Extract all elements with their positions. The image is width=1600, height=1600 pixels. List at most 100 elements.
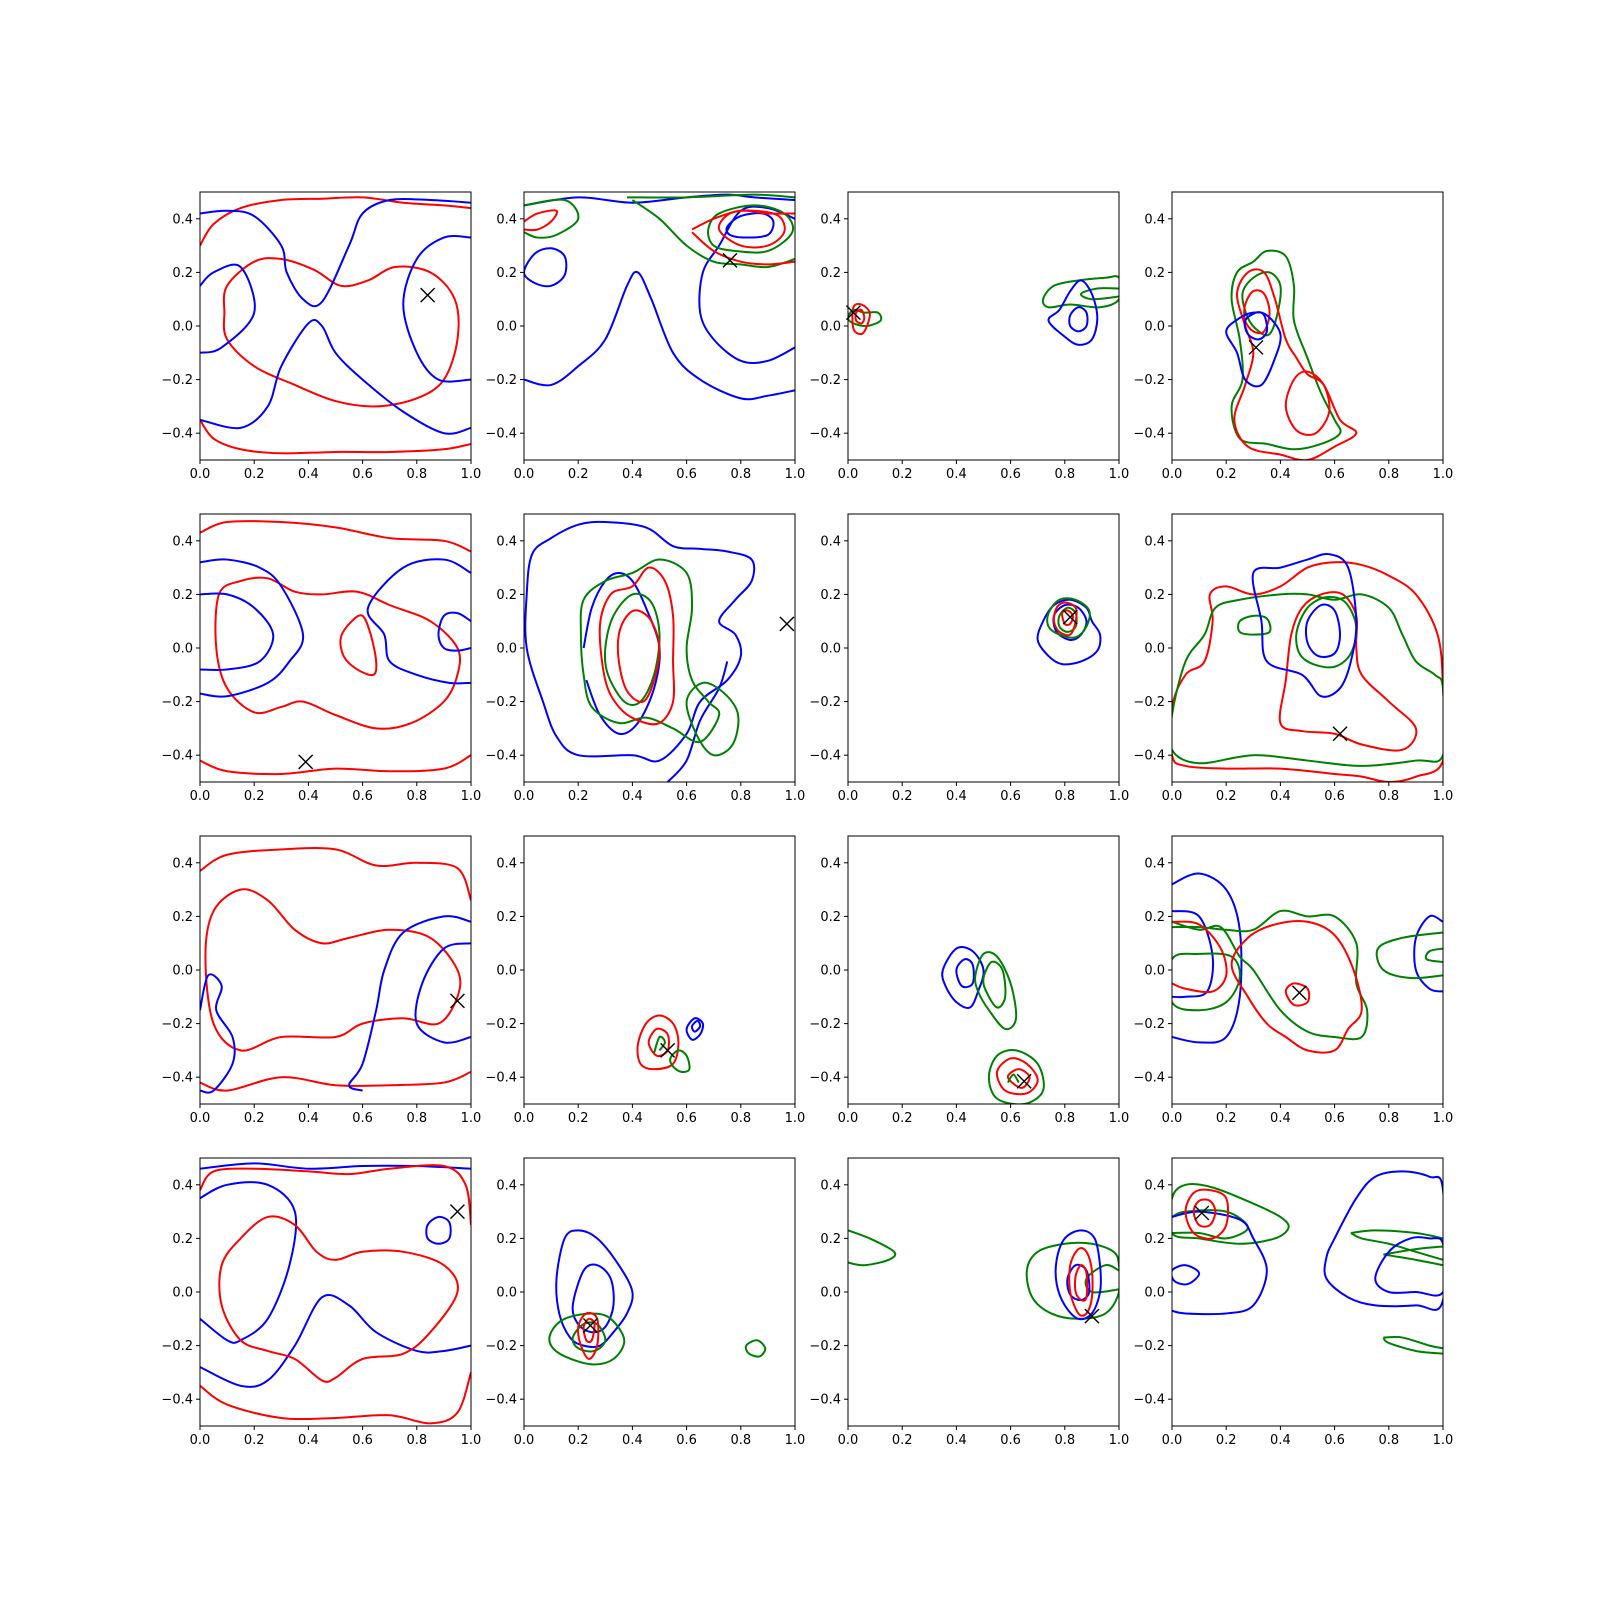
x-marker xyxy=(779,616,795,632)
green-contour-line xyxy=(1007,1073,1020,1084)
blue-contour-line xyxy=(555,1229,634,1348)
contour-group xyxy=(1036,597,1102,666)
x-tick-label: 0.2 xyxy=(568,1111,589,1126)
green-contour-line xyxy=(974,951,1018,1031)
blue-contour-line xyxy=(1047,279,1099,346)
x-tick-label: 0.0 xyxy=(190,789,211,804)
y-tick-label: 0.0 xyxy=(496,642,517,657)
blue-contour-line xyxy=(425,1215,452,1245)
x-tick-label: 0.8 xyxy=(1378,1111,1399,1126)
green-contour-line xyxy=(1350,1232,1443,1261)
y-tick-label: 0.2 xyxy=(172,588,193,603)
blue-contour-line xyxy=(524,520,756,763)
green-contour-line xyxy=(707,204,795,254)
x-tick-label: 1.0 xyxy=(1433,1433,1454,1448)
green-contour-line xyxy=(626,193,795,199)
contour-group xyxy=(200,846,471,1094)
red-contour-line xyxy=(1172,920,1228,994)
y-tick-label: −0.4 xyxy=(161,427,193,442)
subplot-12: 0.0 0.2 0.4 0.6 0.8 1.0 −0.4 −0.2 0.0 0.2 0.4 xyxy=(1133,835,1454,1126)
blue-contour-line xyxy=(666,661,729,782)
green-contour-line xyxy=(1041,275,1119,309)
y-tick-label: −0.4 xyxy=(809,1393,841,1408)
green-contour-line xyxy=(1172,1183,1290,1245)
x-tick-label: 0.0 xyxy=(190,1433,211,1448)
blue-contour-line xyxy=(200,263,256,354)
x-tick-label: 1.0 xyxy=(785,467,806,482)
red-contour-line xyxy=(1073,1264,1089,1302)
contour-group xyxy=(848,275,1119,346)
x-tick-label: 0.4 xyxy=(1270,1111,1291,1126)
y-tick-label: 0.2 xyxy=(496,910,517,925)
y-tick-label: 0.2 xyxy=(496,1232,517,1247)
y-tick-label: 0.4 xyxy=(172,534,193,549)
y-tick-label: −0.4 xyxy=(1133,427,1165,442)
y-tick-label: 0.2 xyxy=(820,1232,841,1247)
x-tick-label: 0.0 xyxy=(514,789,535,804)
y-tick-label: −0.2 xyxy=(1133,1017,1165,1032)
y-tick-label: 0.4 xyxy=(496,1178,517,1193)
axes-frame xyxy=(523,191,796,461)
x-tick-label: 0.2 xyxy=(892,467,913,482)
red-contour-line xyxy=(995,1057,1039,1096)
x-tick-label: 0.0 xyxy=(1162,789,1183,804)
green-contour-line xyxy=(1424,947,1443,963)
contour-group xyxy=(1172,552,1443,782)
red-contour-line xyxy=(576,1311,600,1360)
blue-contour-line xyxy=(200,558,305,698)
blue-contour-line xyxy=(1251,552,1358,698)
contour-group xyxy=(941,946,1045,1104)
x-tick-label: 1.0 xyxy=(461,1111,482,1126)
x-tick-label: 0.2 xyxy=(244,1433,265,1448)
y-tick-label: −0.4 xyxy=(485,1393,517,1408)
y-tick-label: −0.2 xyxy=(485,1339,517,1354)
x-tick-label: 1.0 xyxy=(1109,467,1130,482)
subplot-2: 0.0 0.2 0.4 0.6 0.8 1.0 −0.4 −0.2 0.0 0.2 0.4 xyxy=(485,191,806,482)
y-tick-label: −0.4 xyxy=(485,1071,517,1086)
y-tick-label: −0.2 xyxy=(809,1339,841,1354)
green-contour-line xyxy=(1237,614,1272,636)
red-contour-line xyxy=(1284,370,1331,436)
green-contour-line xyxy=(1046,597,1091,639)
y-tick-label: 0.0 xyxy=(1144,642,1165,657)
blue-contour-line xyxy=(200,318,471,435)
blue-contour-line xyxy=(1374,1236,1443,1297)
contour-group xyxy=(636,1014,705,1073)
y-tick-label: −0.4 xyxy=(809,1071,841,1086)
red-contour-line xyxy=(598,566,676,726)
x-tick-label: 0.8 xyxy=(1054,467,1075,482)
x-tick-label: 1.0 xyxy=(1433,1111,1454,1126)
x-marker xyxy=(582,1318,598,1333)
y-tick-label: 0.4 xyxy=(172,1178,193,1193)
y-tick-label: 0.4 xyxy=(496,856,517,871)
x-tick-label: 0.6 xyxy=(1324,1433,1345,1448)
x-tick-label: 1.0 xyxy=(1433,467,1454,482)
red-contour-line xyxy=(200,1164,471,1226)
blue-contour-line xyxy=(1054,1229,1102,1321)
y-tick-label: 0.0 xyxy=(1144,320,1165,335)
x-tick-label: 0.2 xyxy=(1216,789,1237,804)
x-tick-label: 1.0 xyxy=(1109,1111,1130,1126)
y-tick-label: −0.2 xyxy=(809,1017,841,1032)
y-tick-label: 0.0 xyxy=(172,320,193,335)
y-tick-label: −0.4 xyxy=(161,1393,193,1408)
green-contour-line xyxy=(1383,1335,1443,1350)
axes-frame xyxy=(1171,191,1444,461)
x-tick-label: 0.8 xyxy=(1054,1111,1075,1126)
subplot-15: 0.0 0.2 0.4 0.6 0.8 1.0 −0.4 −0.2 0.0 0.2 0.4 xyxy=(809,1157,1129,1448)
x-tick-label: 0.4 xyxy=(946,1111,967,1126)
y-tick-label: −0.2 xyxy=(161,1339,193,1354)
blue-contour-line xyxy=(1068,306,1089,333)
contour-group xyxy=(524,193,795,401)
red-contour-line xyxy=(200,1070,471,1092)
x-marker xyxy=(1291,985,1307,1001)
y-tick-label: −0.4 xyxy=(485,749,517,764)
x-tick-label: 0.8 xyxy=(406,1433,427,1448)
y-tick-label: 0.4 xyxy=(820,534,841,549)
y-tick-label: 0.4 xyxy=(1144,212,1165,227)
x-tick-label: 0.6 xyxy=(676,1111,697,1126)
x-tick-label: 0.0 xyxy=(514,1111,535,1126)
y-tick-label: 0.0 xyxy=(172,642,193,657)
red-contour-line xyxy=(1184,1188,1230,1240)
